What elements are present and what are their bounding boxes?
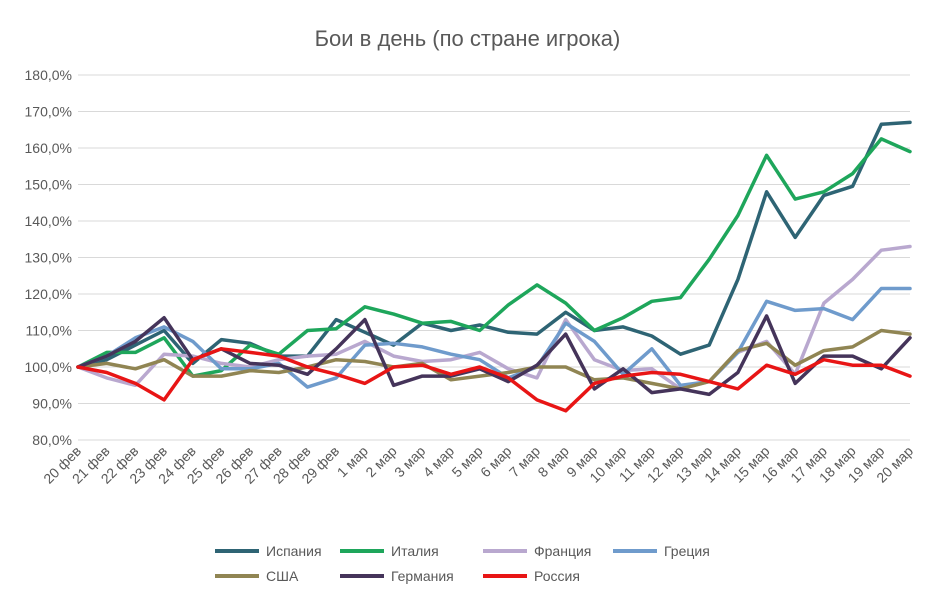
y-tick-label: 140,0% (25, 213, 72, 229)
y-tick-label: 120,0% (25, 286, 72, 302)
x-tick-label: 1 мар (334, 443, 372, 481)
y-tick-label: 80,0% (32, 432, 72, 448)
grid-layer (78, 74, 910, 441)
y-tick-label: 170,0% (25, 104, 72, 120)
legend-label: Греция (664, 543, 710, 559)
series-line (76, 120, 912, 369)
y-axis-ticks: 80,0% 90,0% 100,0% 110,0% 120,0% 130,0% 140,0%… (25, 67, 72, 448)
y-tick-label: 110,0% (26, 323, 72, 339)
legend-label: Германия (391, 568, 454, 584)
legend-label: Россия (534, 568, 580, 584)
y-tick-label: 150,0% (25, 177, 72, 193)
y-tick-label: 160,0% (25, 140, 72, 156)
x-tick-label: 2 мар (362, 443, 400, 481)
series-line (76, 137, 912, 378)
x-tick-label: 7 мар (506, 443, 544, 481)
series-layer (76, 120, 912, 413)
x-tick-label: 5 мар (448, 443, 486, 481)
x-tick-label: 3 мар (391, 443, 429, 481)
legend-label: Франция (534, 543, 591, 559)
series-line (76, 286, 912, 389)
chart-title: Бои в день (по стране игрока) (314, 26, 621, 51)
series-line (76, 347, 912, 413)
legend-label: Италия (391, 543, 439, 559)
y-tick-label: 130,0% (25, 250, 72, 266)
y-tick-label: 180,0% (25, 67, 72, 83)
legend-label: Испания (266, 543, 322, 559)
y-tick-label: 90,0% (32, 396, 72, 412)
y-tick-label: 100,0% (25, 359, 72, 375)
x-tick-label: 6 мар (477, 443, 515, 481)
x-tick-label: 8 мар (534, 443, 572, 481)
legend-label: США (266, 568, 299, 584)
x-tick-label: 4 мар (420, 443, 458, 481)
legend: Испания Италия Франция Греция США Германия Рос… (215, 543, 710, 584)
